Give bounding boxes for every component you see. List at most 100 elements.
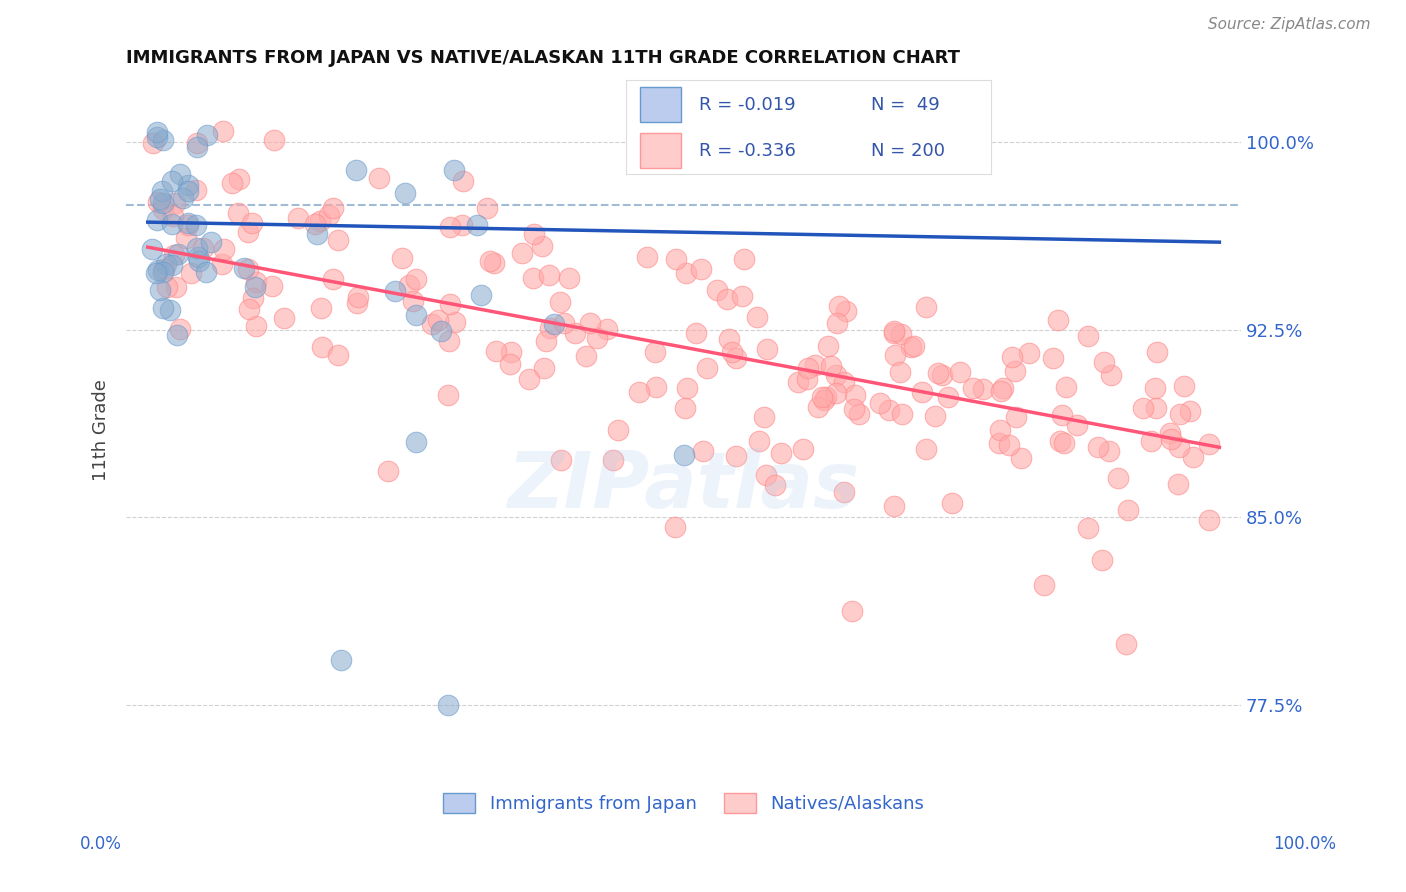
Point bbox=[377, 464, 399, 478]
Point bbox=[368, 170, 391, 185]
Point bbox=[685, 326, 707, 341]
Point bbox=[146, 263, 169, 277]
Point bbox=[1144, 401, 1167, 416]
Point bbox=[1168, 441, 1191, 455]
Point bbox=[931, 368, 953, 383]
Point bbox=[226, 206, 249, 220]
Point bbox=[883, 326, 905, 340]
Point bbox=[835, 304, 858, 318]
Point bbox=[522, 271, 544, 285]
Point bbox=[436, 388, 458, 402]
Point bbox=[796, 361, 818, 376]
Point bbox=[233, 261, 256, 276]
Point bbox=[690, 261, 713, 276]
Point bbox=[900, 340, 922, 354]
Point bbox=[344, 162, 367, 177]
Point bbox=[169, 167, 191, 181]
Point bbox=[538, 321, 561, 335]
Point bbox=[420, 317, 443, 331]
Point bbox=[152, 133, 174, 147]
Point bbox=[824, 368, 846, 382]
Point bbox=[1170, 407, 1192, 421]
Point bbox=[236, 225, 259, 239]
Point bbox=[326, 348, 349, 362]
Point bbox=[533, 360, 555, 375]
Point bbox=[825, 316, 848, 330]
Point bbox=[595, 322, 617, 336]
Point bbox=[228, 172, 250, 186]
Point bbox=[883, 324, 905, 338]
Point bbox=[405, 435, 427, 450]
Point bbox=[145, 266, 167, 280]
Point bbox=[817, 339, 839, 353]
Point bbox=[1032, 578, 1054, 592]
Point bbox=[883, 499, 905, 513]
Point bbox=[186, 136, 208, 151]
Point bbox=[1001, 350, 1024, 364]
Point bbox=[153, 262, 176, 277]
Point bbox=[813, 392, 835, 407]
Point bbox=[993, 381, 1015, 395]
FancyBboxPatch shape bbox=[640, 87, 681, 122]
Point bbox=[664, 520, 686, 534]
Point bbox=[309, 213, 332, 227]
Point bbox=[346, 296, 368, 310]
Point bbox=[318, 208, 340, 222]
Point bbox=[1132, 401, 1154, 415]
Point bbox=[841, 604, 863, 618]
Point bbox=[510, 246, 533, 260]
Point bbox=[443, 163, 465, 178]
Point bbox=[828, 299, 851, 313]
Point bbox=[644, 345, 666, 359]
Point bbox=[1159, 426, 1181, 441]
Point bbox=[636, 250, 658, 264]
Point bbox=[941, 496, 963, 510]
Point bbox=[184, 219, 207, 233]
Text: R = -0.019: R = -0.019 bbox=[699, 95, 796, 113]
Point bbox=[245, 276, 267, 290]
Point bbox=[796, 372, 818, 386]
Point bbox=[1046, 312, 1069, 326]
Point bbox=[517, 372, 540, 386]
Point bbox=[990, 384, 1012, 398]
Point bbox=[579, 316, 602, 330]
Point bbox=[1173, 379, 1195, 393]
Point bbox=[430, 324, 453, 338]
Point bbox=[1090, 553, 1112, 567]
Y-axis label: 11th Grade: 11th Grade bbox=[93, 379, 110, 481]
Point bbox=[309, 301, 332, 316]
Point bbox=[692, 443, 714, 458]
Point bbox=[162, 209, 184, 223]
Point bbox=[245, 318, 267, 333]
Point bbox=[792, 442, 814, 456]
Point bbox=[672, 448, 695, 462]
Point bbox=[724, 449, 747, 463]
Point bbox=[394, 186, 416, 200]
Point bbox=[903, 339, 925, 353]
Point bbox=[262, 279, 284, 293]
Point bbox=[439, 219, 461, 234]
Point bbox=[149, 192, 172, 206]
Point bbox=[166, 327, 188, 342]
Point bbox=[1167, 477, 1189, 491]
Point bbox=[807, 400, 830, 414]
Point bbox=[145, 125, 167, 139]
Point bbox=[177, 178, 200, 193]
Point bbox=[1042, 351, 1064, 366]
Point bbox=[240, 217, 263, 231]
Point bbox=[172, 191, 194, 205]
Point bbox=[453, 174, 475, 188]
Point bbox=[439, 297, 461, 311]
Point bbox=[676, 381, 699, 395]
Point bbox=[825, 385, 848, 400]
Point bbox=[815, 390, 838, 404]
Point bbox=[627, 385, 650, 400]
Point bbox=[499, 358, 522, 372]
Point bbox=[195, 128, 218, 142]
Point bbox=[538, 268, 561, 283]
Point bbox=[437, 334, 460, 348]
Point bbox=[150, 184, 173, 198]
Point bbox=[765, 478, 787, 492]
Point bbox=[212, 123, 235, 137]
Point bbox=[1160, 432, 1182, 446]
